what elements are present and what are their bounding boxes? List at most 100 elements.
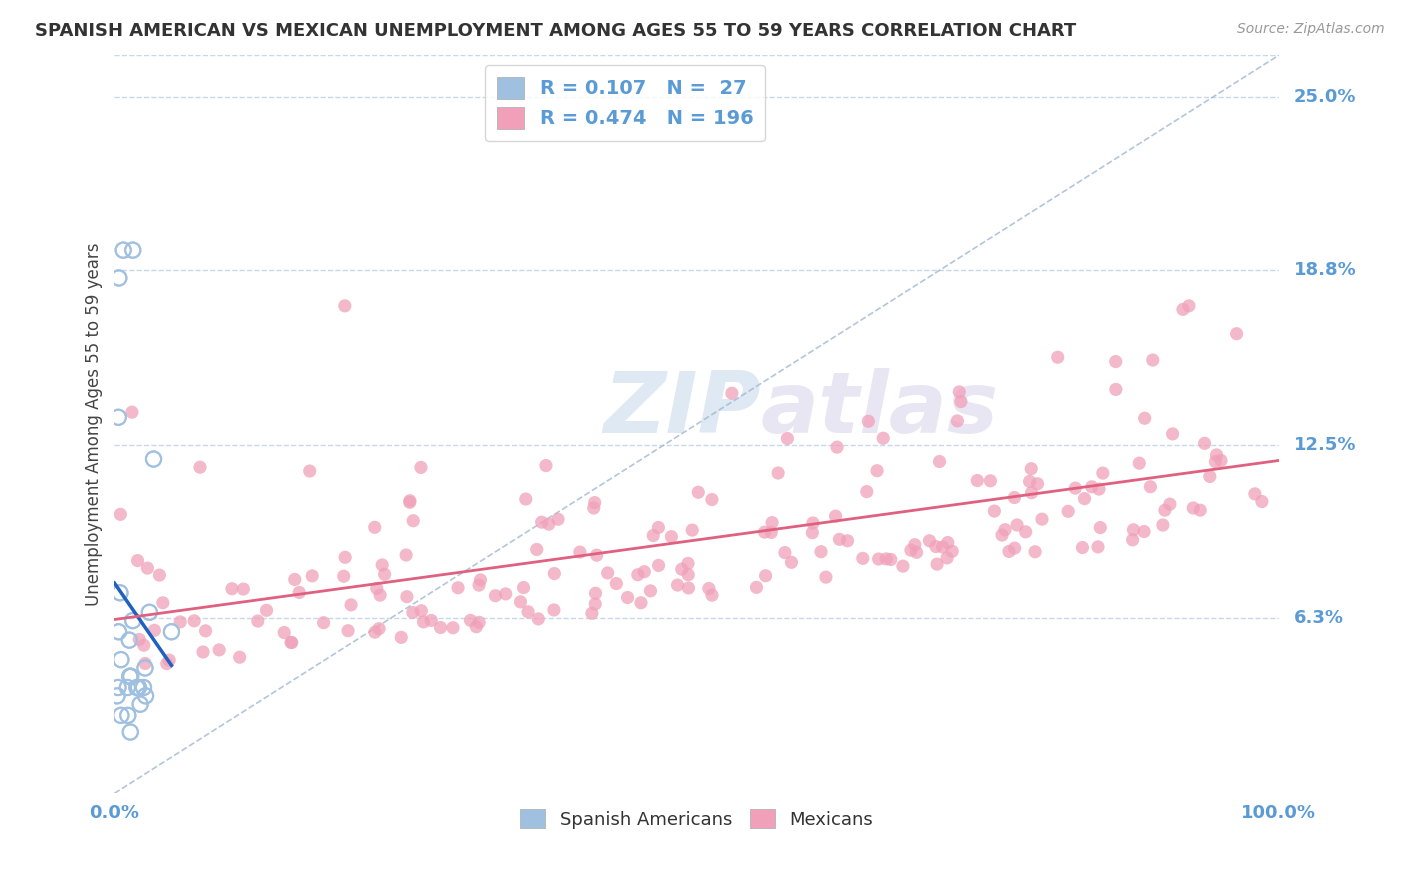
Point xyxy=(1139,480,1161,494)
Point xyxy=(526,542,548,557)
Point xyxy=(142,452,165,467)
Point xyxy=(1251,494,1274,508)
Point xyxy=(946,414,969,428)
Point xyxy=(132,681,155,695)
Point xyxy=(647,520,669,534)
Point xyxy=(136,561,159,575)
Point xyxy=(112,243,135,257)
Point xyxy=(676,557,699,571)
Point xyxy=(156,657,179,671)
Point xyxy=(776,432,799,446)
Point xyxy=(761,525,783,540)
Point xyxy=(936,535,959,549)
Point xyxy=(1024,545,1046,559)
Text: SPANISH AMERICAN VS MEXICAN UNEMPLOYMENT AMONG AGES 55 TO 59 YEARS CORRELATION C: SPANISH AMERICAN VS MEXICAN UNEMPLOYMENT… xyxy=(35,22,1077,40)
Point xyxy=(301,569,323,583)
Point xyxy=(120,725,142,739)
Point xyxy=(118,669,141,683)
Point xyxy=(134,657,156,671)
Point xyxy=(1031,512,1053,526)
Point xyxy=(1133,411,1156,425)
Point xyxy=(643,528,665,542)
Point xyxy=(1088,482,1111,496)
Point xyxy=(1026,476,1049,491)
Point xyxy=(134,661,156,675)
Point xyxy=(837,533,859,548)
Point xyxy=(107,271,129,285)
Point xyxy=(148,568,170,582)
Point xyxy=(1005,518,1028,533)
Point xyxy=(633,565,655,579)
Point xyxy=(855,484,877,499)
Point xyxy=(941,544,963,558)
Point xyxy=(1209,453,1232,467)
Point xyxy=(232,582,254,596)
Point xyxy=(108,586,131,600)
Point xyxy=(824,509,846,524)
Point xyxy=(107,410,129,425)
Point xyxy=(1161,426,1184,441)
Point xyxy=(678,581,700,595)
Point xyxy=(246,614,269,628)
Point xyxy=(515,491,537,506)
Point xyxy=(582,501,605,516)
Point xyxy=(465,620,488,634)
Legend: Spanish Americans, Mexicans: Spanish Americans, Mexicans xyxy=(513,802,880,836)
Point xyxy=(110,708,132,723)
Point xyxy=(949,394,972,409)
Point xyxy=(905,545,928,559)
Point xyxy=(364,520,387,534)
Point xyxy=(1154,503,1177,517)
Point xyxy=(118,633,141,648)
Point xyxy=(530,515,553,529)
Point xyxy=(1159,497,1181,511)
Point xyxy=(395,590,418,604)
Point xyxy=(605,576,627,591)
Text: 12.5%: 12.5% xyxy=(1294,436,1357,454)
Point xyxy=(121,614,143,628)
Point xyxy=(118,669,141,683)
Point xyxy=(399,493,422,508)
Point xyxy=(1004,541,1026,555)
Point xyxy=(132,681,155,695)
Point xyxy=(125,681,148,695)
Point xyxy=(281,635,304,649)
Point xyxy=(509,595,531,609)
Point xyxy=(543,566,565,581)
Point xyxy=(1226,326,1249,341)
Point xyxy=(1073,491,1095,506)
Point xyxy=(925,540,948,554)
Point xyxy=(676,567,699,582)
Point xyxy=(127,553,149,567)
Point xyxy=(411,604,433,618)
Point xyxy=(1182,501,1205,516)
Point xyxy=(583,495,606,509)
Point xyxy=(1019,461,1042,475)
Text: 18.8%: 18.8% xyxy=(1294,260,1357,278)
Point xyxy=(368,622,391,636)
Point xyxy=(900,543,922,558)
Point xyxy=(368,588,391,602)
Point xyxy=(1064,481,1087,495)
Point xyxy=(120,725,142,739)
Point xyxy=(333,299,356,313)
Point xyxy=(128,632,150,647)
Point xyxy=(688,485,710,500)
Point xyxy=(484,589,506,603)
Point xyxy=(547,512,569,526)
Point xyxy=(627,567,650,582)
Point xyxy=(441,621,464,635)
Point xyxy=(364,625,387,640)
Point xyxy=(110,653,132,667)
Point xyxy=(208,643,231,657)
Point xyxy=(761,516,783,530)
Point xyxy=(928,454,950,468)
Point xyxy=(121,614,143,628)
Point xyxy=(1018,475,1040,489)
Point xyxy=(998,544,1021,558)
Point xyxy=(332,569,354,583)
Point xyxy=(429,621,451,635)
Point xyxy=(616,591,638,605)
Point xyxy=(117,681,139,695)
Point xyxy=(596,566,619,580)
